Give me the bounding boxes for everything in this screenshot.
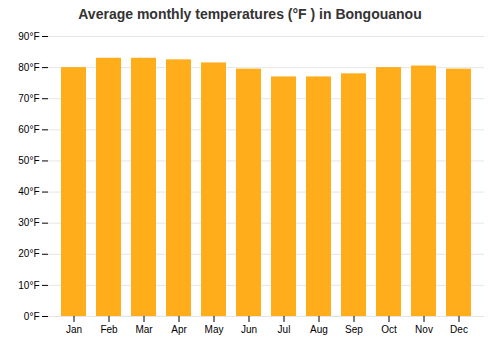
svg-text:60°F: 60°F <box>18 124 39 135</box>
svg-text:Jan: Jan <box>66 324 82 335</box>
svg-text:Feb: Feb <box>100 324 118 335</box>
svg-text:May: May <box>205 324 224 335</box>
svg-text:70°F: 70°F <box>18 93 39 104</box>
html-text:Average monthly temperatures (: Average monthly temperatures (°F ) in Bo… <box>78 6 422 22</box>
svg-text:Sep: Sep <box>345 324 363 335</box>
svg-text:Mar: Mar <box>135 324 153 335</box>
svg-text:50°F: 50°F <box>18 155 39 166</box>
svg-text:10°F: 10°F <box>18 280 39 291</box>
svg-text:90°F: 90°F <box>18 31 39 42</box>
svg-text:Dec: Dec <box>450 324 468 335</box>
svg-text:Apr: Apr <box>171 324 187 335</box>
svg-text:Jul: Jul <box>278 324 291 335</box>
svg-text:40°F: 40°F <box>18 186 39 197</box>
svg-text:Jun: Jun <box>241 324 257 335</box>
svg-text:80°F: 80°F <box>18 62 39 73</box>
svg-text:0°F: 0°F <box>24 311 40 322</box>
svg-text:30°F: 30°F <box>18 217 39 228</box>
svg-text:Aug: Aug <box>310 324 328 335</box>
svg-text:Oct: Oct <box>381 324 397 335</box>
svg-text:20°F: 20°F <box>18 248 39 259</box>
svg-text:Nov: Nov <box>415 324 433 335</box>
